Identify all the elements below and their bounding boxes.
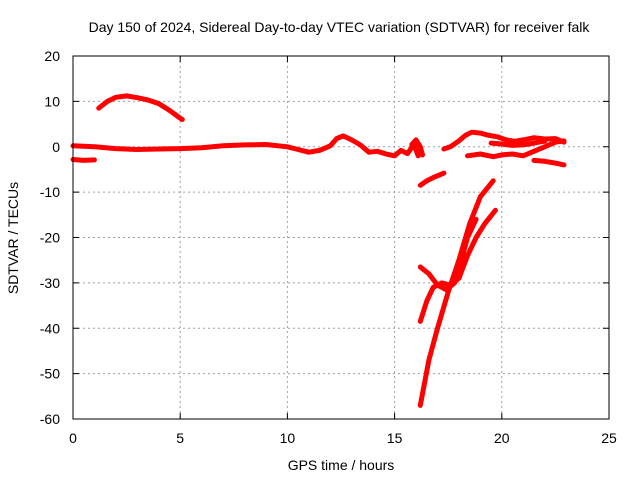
y-tick-label: -40 <box>40 320 60 336</box>
series-trace-3 <box>96 93 185 122</box>
y-tick-label: -60 <box>40 411 60 427</box>
plot-frame <box>72 55 610 420</box>
data-series <box>70 93 567 408</box>
y-tick-label: -50 <box>40 366 60 382</box>
grid-lines <box>73 56 609 419</box>
series-trace-6 <box>441 129 567 152</box>
x-tick-label: 25 <box>601 430 617 446</box>
series-trace-9 <box>531 157 567 168</box>
series-trace-10 <box>417 178 496 408</box>
series-trace-8 <box>488 138 548 148</box>
x-tick-label: 15 <box>387 430 403 446</box>
series-trace-7 <box>465 138 567 160</box>
y-tick-label: 10 <box>44 93 60 109</box>
x-axis-label: GPS time / hours <box>288 457 395 473</box>
series-trace-4 <box>409 137 425 158</box>
chart-title: Day 150 of 2024, Sidereal Day-to-day VTE… <box>89 19 591 35</box>
x-tick-label: 10 <box>280 430 296 446</box>
series-trace-2 <box>70 133 421 159</box>
y-tick-label: -20 <box>40 230 60 246</box>
series-trace-1 <box>70 157 97 163</box>
y-tick-label: 20 <box>44 48 60 64</box>
x-tick-label: 0 <box>69 430 77 446</box>
y-axis-label: SDTVAR / TECUs <box>5 182 21 294</box>
y-tick-label: -10 <box>40 184 60 200</box>
series-trace-12 <box>417 216 479 293</box>
y-tick-label: 0 <box>52 139 60 155</box>
x-tick-label: 20 <box>494 430 510 446</box>
series-trace-5 <box>417 170 447 188</box>
x-tick-label: 5 <box>176 430 184 446</box>
tick-labels: 0 5 10 15 20 25 -60 -50 -40 -30 -20 -10 0 10 20 <box>40 48 617 446</box>
y-tick-label: -30 <box>40 275 60 291</box>
